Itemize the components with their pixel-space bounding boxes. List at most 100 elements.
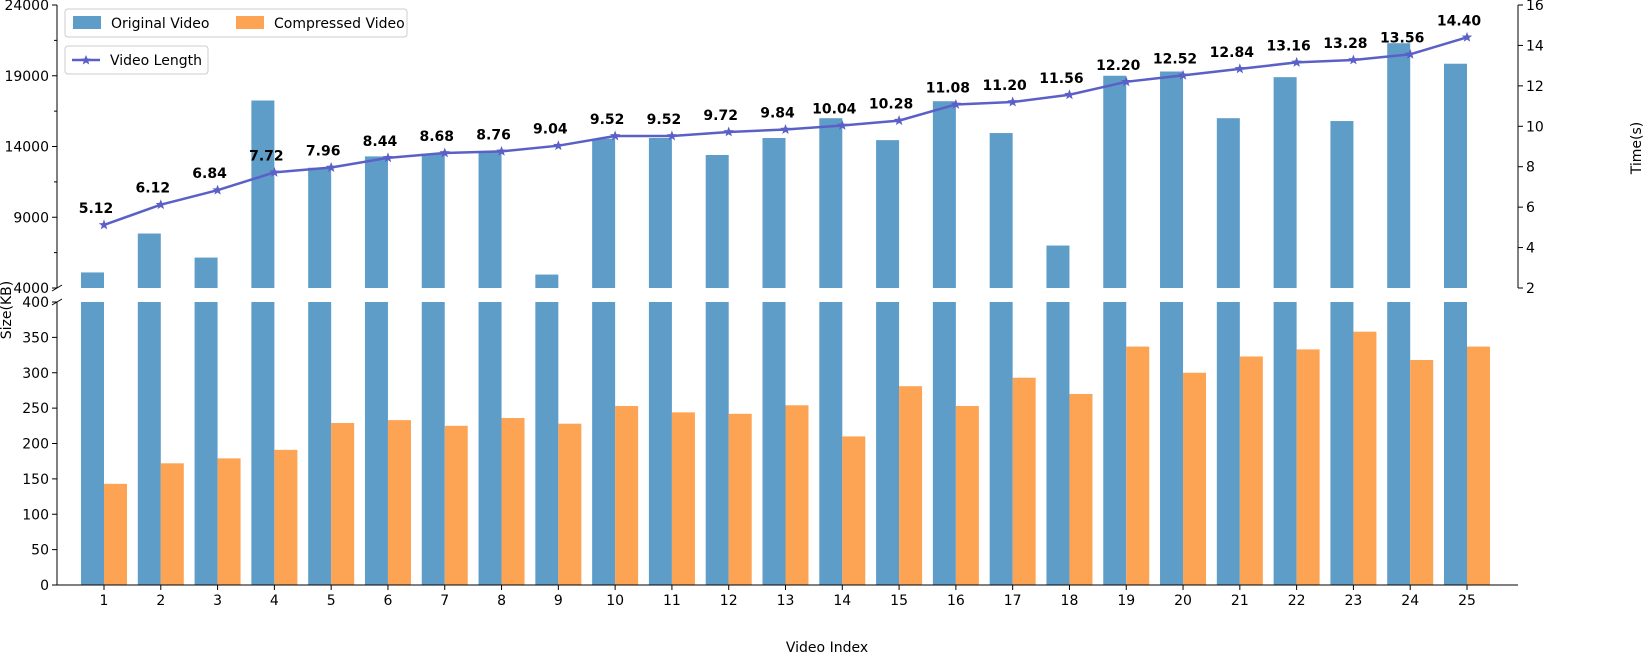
bar-compressed [1410, 360, 1434, 585]
video-length-marker [155, 199, 167, 210]
bar-original-upper [81, 272, 104, 288]
video-length-marker [382, 152, 394, 163]
bar-compressed [217, 458, 241, 585]
video-length-marker [269, 166, 280, 177]
bar-original-lower [1387, 302, 1411, 585]
video-length-marker [1121, 76, 1132, 87]
legend-label-original: Original Video [111, 16, 209, 32]
y-tick-label-lower: 150 [22, 472, 49, 488]
video-length-marker [1291, 56, 1302, 67]
x-tick-label: 21 [1231, 593, 1249, 609]
x-tick-label: 22 [1288, 593, 1306, 609]
x-tick-label: 4 [270, 593, 279, 609]
x-tick-label: 17 [1004, 593, 1022, 609]
bar-original-lower [1160, 302, 1184, 585]
y-tick-label-upper: 4000 [13, 281, 49, 297]
legend-swatch-compressed [236, 16, 264, 29]
bar-original-upper [1216, 118, 1240, 288]
bar-original-upper [705, 154, 729, 288]
video-length-data-label: 8.76 [476, 127, 511, 143]
bar-compressed [842, 436, 866, 585]
bar-original-upper [932, 101, 956, 288]
bar-original-upper [876, 140, 900, 288]
video-length-marker [212, 184, 223, 195]
legend-line: Video Length [64, 45, 209, 75]
video-length-marker [553, 140, 564, 151]
y2-tick-label: 2 [1526, 281, 1535, 297]
bar-compressed [1467, 346, 1490, 585]
y-tick-label-upper: 19000 [4, 69, 49, 85]
video-length-marker [780, 124, 791, 134]
bar-original-upper [137, 233, 161, 288]
y-tick-label-lower: 250 [22, 401, 49, 417]
bar-original-upper [592, 138, 616, 288]
bar-original-lower [932, 302, 956, 585]
video-length-data-label: 7.96 [306, 144, 341, 160]
video-length-data-label: 9.52 [590, 112, 625, 128]
bar-original-upper [194, 257, 218, 288]
bar-compressed [1183, 372, 1207, 585]
y2-tick-label: 10 [1526, 119, 1544, 135]
video-length-data-label: 13.16 [1266, 38, 1310, 54]
x-tick-label: 3 [213, 593, 222, 609]
bar-compressed [1069, 393, 1093, 585]
video-length-data-label: 11.20 [983, 78, 1028, 94]
bar-compressed [1012, 377, 1036, 585]
bar-compressed [501, 418, 525, 585]
bar-original-lower [648, 302, 672, 585]
x-tick-label: 19 [1117, 593, 1135, 609]
x-tick-label: 15 [890, 593, 908, 609]
y-tick-label-lower: 350 [22, 330, 49, 346]
video-length-marker [1348, 54, 1359, 65]
bar-original-lower [1273, 302, 1297, 585]
bar-compressed [331, 422, 355, 585]
bar-compressed [955, 406, 979, 585]
x-tick-label: 25 [1458, 593, 1476, 609]
legend-swatch-original [73, 16, 101, 29]
x-tick-label: 5 [327, 593, 336, 609]
x-tick-label: 14 [833, 593, 851, 609]
video-length-marker [439, 147, 450, 158]
video-length-data-label: 9.72 [703, 108, 738, 124]
y-axis-title: Size(KB) [0, 281, 15, 339]
y-tick-label-lower: 100 [22, 507, 49, 523]
bar-compressed [671, 412, 695, 585]
bar-original-lower [762, 302, 786, 585]
bar-compressed [785, 405, 809, 585]
x-tick-label: 23 [1345, 593, 1363, 609]
video-length-data-label: 13.28 [1323, 36, 1367, 52]
video-length-marker [1007, 96, 1018, 107]
video-length-data-label: 10.28 [869, 97, 913, 113]
bar-original-upper [421, 153, 445, 288]
bar-original-lower [421, 302, 445, 585]
video-length-data-label: 9.52 [647, 112, 682, 128]
bar-compressed [1353, 331, 1377, 585]
legend-line-frame [64, 45, 209, 75]
video-length-data-label: 11.08 [926, 80, 970, 96]
legend-star-marker [81, 55, 91, 65]
bar-original-lower [308, 302, 332, 585]
video-length-data-label: 6.12 [136, 181, 171, 197]
bar-compressed [728, 413, 752, 585]
legend-label-compressed: Compressed Video [274, 16, 405, 32]
bar-compressed [444, 425, 468, 585]
bar-original-upper [1444, 63, 1467, 288]
video-length-data-label: 12.20 [1096, 58, 1141, 74]
bar-original-lower [876, 302, 900, 585]
legend-bars: Original Video Compressed Video [64, 8, 408, 38]
x-tick-label: 24 [1401, 593, 1419, 609]
bar-original-lower [535, 302, 559, 585]
x-tick-label: 1 [100, 593, 109, 609]
x-tick-label: 11 [663, 593, 681, 609]
line-layer: 5.12 6.12 6.84 7.72 7.96 8.44 8.68 8.76 9.04 9.52… [79, 13, 1481, 230]
bar-original-lower [989, 302, 1013, 585]
bar-compressed [1296, 349, 1320, 585]
bar-original-lower [1216, 302, 1240, 585]
bar-original-upper [762, 138, 786, 288]
y-tick-label-upper: 9000 [13, 210, 49, 226]
video-length-data-label: 8.44 [363, 134, 398, 150]
video-length-data-label: 5.12 [79, 201, 114, 217]
bar-compressed [387, 420, 411, 585]
